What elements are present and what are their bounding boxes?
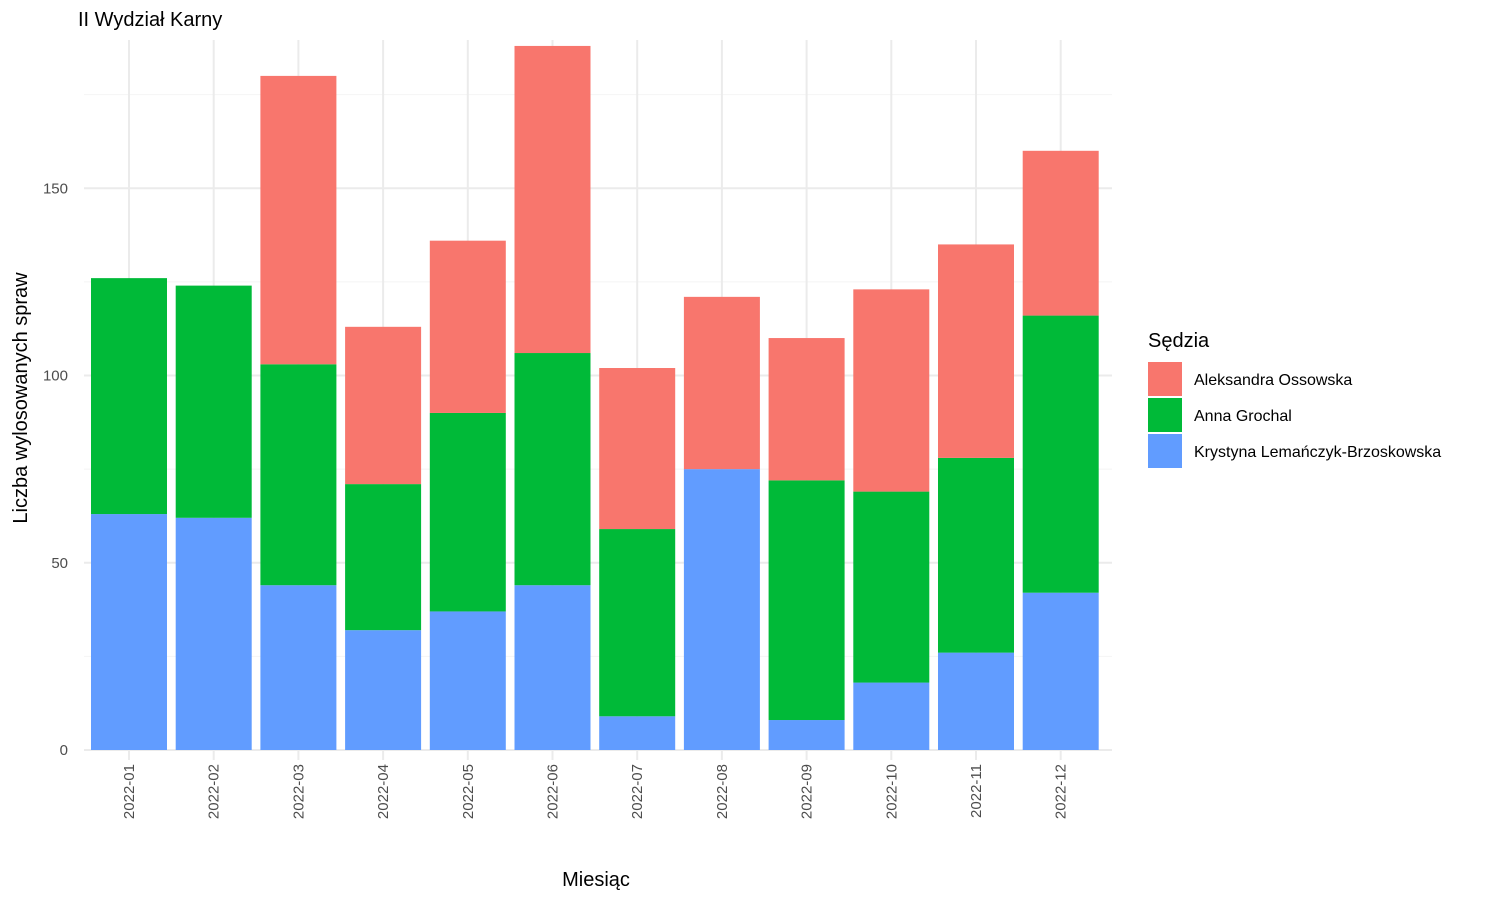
legend-label: Anna Grochal (1194, 408, 1292, 425)
bar-segment (683, 296, 760, 470)
y-tick-label: 150 (43, 180, 68, 197)
bar-segment (768, 338, 845, 481)
bar-segment (429, 240, 506, 413)
bar-segment (91, 278, 167, 515)
bar-segment (599, 368, 676, 530)
x-tick-label: 2022-05 (460, 764, 477, 819)
x-tick-label: 2022-02 (206, 764, 223, 819)
bar-segment (345, 630, 422, 750)
x-tick-label: 2022-04 (375, 764, 392, 819)
bar-segment (599, 716, 676, 750)
bar-segment (853, 682, 930, 750)
x-axis-ticks: 2022-01 2022-02 2022-03 2022-04 2022-05 2022-… (121, 764, 1070, 819)
bar-segment (260, 364, 337, 586)
bar-segment (175, 517, 252, 750)
x-tick-label: 2022-06 (545, 764, 562, 819)
bar-segment (1022, 315, 1099, 593)
x-tick-label: 2022-01 (121, 764, 138, 819)
legend-swatch (1148, 362, 1182, 396)
bar-segment (938, 652, 1014, 750)
bar-segment (260, 585, 337, 750)
x-tick-label: 2022-03 (290, 764, 307, 819)
bar-segment (345, 326, 422, 485)
bar-segment (175, 285, 252, 518)
x-tick-label: 2022-08 (714, 764, 731, 819)
y-tick-label: 100 (43, 368, 68, 385)
bar-segment (1022, 592, 1099, 750)
x-tick-label: 2022-12 (1053, 764, 1070, 819)
bar-segment (429, 611, 506, 750)
legend: Sędzia Aleksandra Ossowska Anna Grochal Kr… (1148, 330, 1441, 468)
bar-segment (768, 480, 845, 721)
y-axis-ticks: 0 50 100 150 (43, 180, 68, 759)
legend-label: Aleksandra Ossowska (1194, 372, 1352, 389)
chart-title: II Wydział Karny (78, 9, 222, 31)
x-tick-label: 2022-10 (883, 764, 900, 819)
bar-segment (429, 412, 506, 612)
bar-segment (514, 585, 591, 750)
bar-segment (1022, 150, 1099, 316)
bar-segment (91, 514, 167, 750)
y-tick-label: 0 (60, 742, 68, 759)
bar-segment (853, 289, 930, 492)
bar-segment (938, 457, 1014, 653)
bar-segment (514, 45, 591, 354)
legend-swatch (1148, 434, 1182, 468)
bar-segment (345, 484, 422, 631)
y-tick-label: 50 (51, 555, 68, 572)
x-tick-label: 2022-11 (968, 764, 985, 818)
y-axis-title: Liczba wylosowanych spraw (10, 272, 32, 524)
bar-segment (599, 529, 676, 717)
bar-segment (260, 75, 337, 365)
x-axis-title: Miesiąc (562, 869, 630, 891)
bar-segment (683, 469, 760, 750)
x-tick-label: 2022-09 (799, 764, 816, 819)
legend-label: Krystyna Lemańczyk-Brzoskowska (1194, 444, 1441, 461)
x-tick-label: 2022-07 (629, 764, 646, 819)
legend-swatch (1148, 398, 1182, 432)
legend-title: Sędzia (1148, 330, 1210, 352)
bar-segment (853, 491, 930, 683)
bar-segment (514, 353, 591, 586)
bar-segment (938, 244, 1014, 458)
bars (91, 45, 1099, 750)
bar-segment (768, 720, 845, 750)
